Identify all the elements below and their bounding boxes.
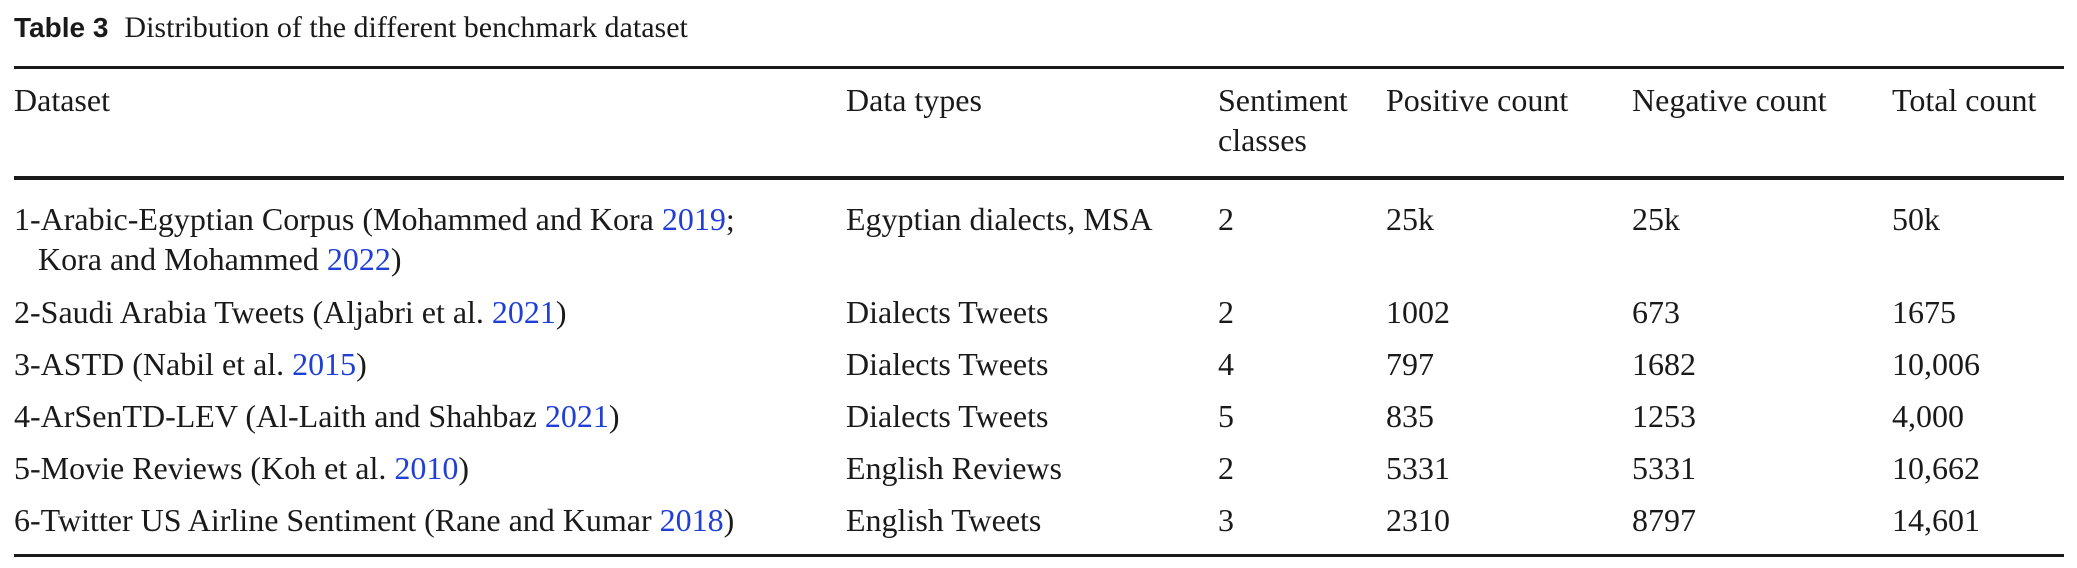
row-2-dataset: 2-Saudi Arabia Tweets (Aljabri et al. 20…	[14, 294, 567, 330]
top-rule	[14, 66, 2064, 69]
citation-link[interactable]: 2019	[661, 201, 726, 237]
row-6-dataset: 6-Twitter US Airline Sentiment (Rane and…	[14, 502, 735, 538]
row-2-data-types: Dialects Tweets	[846, 294, 1049, 330]
row-2-total: 1675	[1892, 294, 1956, 330]
citation-link[interactable]: 2010	[394, 450, 459, 486]
row-6-total: 14,601	[1892, 502, 1980, 538]
row-3-data-types: Dialects Tweets	[846, 346, 1049, 382]
header-positive-count: Positive count	[1386, 82, 1569, 118]
header-rule	[14, 176, 2064, 180]
table-caption: Table 3 Distribution of the different ben…	[14, 8, 688, 48]
header-classes: classes	[1218, 122, 1307, 158]
row-5-classes: 2	[1218, 450, 1234, 486]
bottom-rule	[14, 554, 2064, 557]
row-3-negative: 1682	[1632, 346, 1696, 382]
row-4-dataset: 4-ArSenTD-LEV (Al-Laith and Shahbaz 2021…	[14, 398, 620, 434]
row-4-total: 4,000	[1892, 398, 1964, 434]
row-1-classes: 2	[1218, 201, 1234, 237]
table-title: Distribution of the different benchmark …	[124, 11, 688, 44]
row-1-total: 50k	[1892, 201, 1940, 237]
citation-link[interactable]: 2021	[491, 294, 556, 330]
row-4-data-types: Dialects Tweets	[846, 398, 1049, 434]
row-1-negative: 25k	[1632, 201, 1680, 237]
row-3-dataset: 3-ASTD (Nabil et al. 2015)	[14, 346, 367, 382]
citation-link[interactable]: 2018	[659, 502, 724, 538]
header-data-types: Data types	[846, 82, 982, 118]
row-4-negative: 1253	[1632, 398, 1696, 434]
table-number: Table 3	[14, 12, 109, 43]
row-2-positive: 1002	[1386, 294, 1450, 330]
row-6-data-types: English Tweets	[846, 502, 1042, 538]
row-5-positive: 5331	[1386, 450, 1450, 486]
row-5-data-types: English Reviews	[846, 450, 1062, 486]
header-total-count: Total count	[1892, 82, 2037, 118]
row-1-dataset-line2: Kora and Mohammed 2022)	[38, 241, 402, 277]
header-negative-count: Negative count	[1632, 82, 1827, 118]
row-5-negative: 5331	[1632, 450, 1696, 486]
row-6-classes: 3	[1218, 502, 1234, 538]
row-6-negative: 8797	[1632, 502, 1696, 538]
row-3-positive: 797	[1386, 346, 1434, 382]
row-1-positive: 25k	[1386, 201, 1434, 237]
row-1-dataset: 1-Arabic-Egyptian Corpus (Mohammed and K…	[14, 201, 735, 237]
header-sentiment: Sentiment	[1218, 82, 1348, 118]
row-2-negative: 673	[1632, 294, 1680, 330]
citation-link[interactable]: 2022	[326, 241, 391, 277]
row-5-dataset: 5-Movie Reviews (Koh et al. 2010)	[14, 450, 470, 486]
row-1-data-types: Egyptian dialects, MSA	[846, 201, 1153, 237]
row-5-total: 10,662	[1892, 450, 1980, 486]
row-3-classes: 4	[1218, 346, 1234, 382]
citation-link[interactable]: 2015	[292, 346, 357, 382]
row-3-total: 10,006	[1892, 346, 1980, 382]
header-dataset: Dataset	[14, 82, 110, 118]
citation-link[interactable]: 2021	[544, 398, 609, 434]
row-2-classes: 2	[1218, 294, 1234, 330]
row-6-positive: 2310	[1386, 502, 1450, 538]
row-4-positive: 835	[1386, 398, 1434, 434]
row-4-classes: 5	[1218, 398, 1234, 434]
